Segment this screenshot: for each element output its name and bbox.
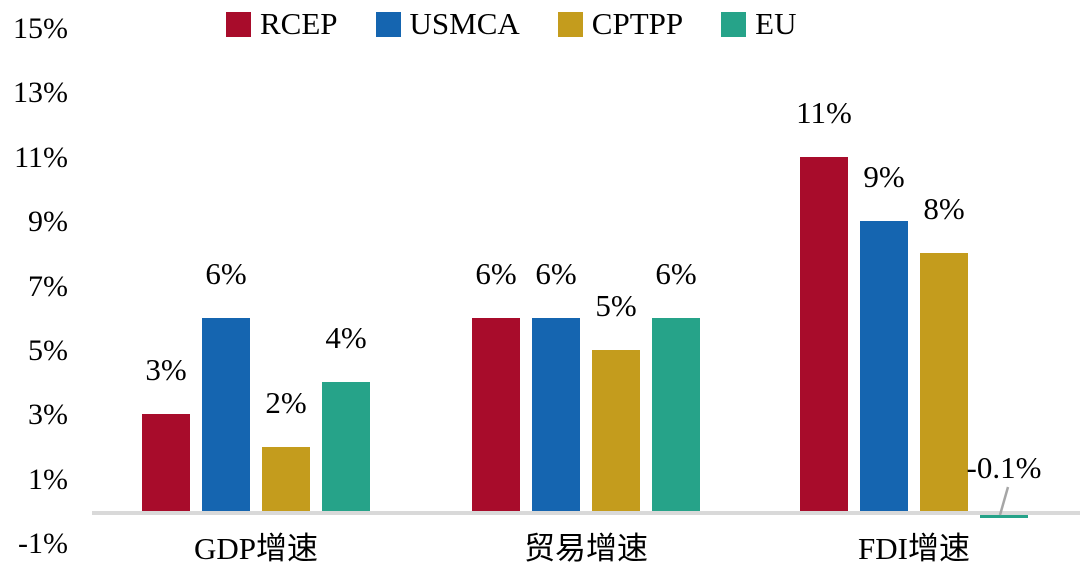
- bar-value-label: -0.1%: [966, 450, 1042, 485]
- y-tick-label: -1%: [18, 527, 68, 561]
- bar-value-label: 6%: [535, 256, 577, 291]
- bar-value-label: 5%: [595, 288, 637, 323]
- bar-cptpp-2: [920, 253, 968, 511]
- x-axis-line: [92, 511, 1080, 515]
- y-tick-label: 3%: [28, 398, 68, 432]
- legend-label: CPTPP: [591, 6, 684, 41]
- legend-label: USMCA: [409, 6, 520, 41]
- y-tick-label: 11%: [14, 140, 68, 174]
- bar-usmca-0: [202, 318, 250, 511]
- bar-cptpp-0: [262, 447, 310, 511]
- bar-value-label: 6%: [655, 256, 697, 291]
- legend-label: RCEP: [260, 6, 338, 41]
- x-category-label: FDI增速: [858, 531, 970, 566]
- bar-eu-2: [980, 515, 1028, 518]
- bar-usmca-1: [532, 318, 580, 511]
- y-tick-label: 9%: [28, 205, 68, 239]
- y-tick-label: 7%: [28, 269, 68, 303]
- bar-value-label: 6%: [205, 256, 247, 291]
- y-tick-label: 13%: [13, 76, 68, 110]
- y-tick-label: 1%: [28, 462, 68, 496]
- bar-rcep-1: [472, 318, 520, 511]
- x-category-label: 贸易增速: [524, 531, 648, 566]
- bar-usmca-2: [860, 221, 908, 511]
- legend-swatch-icon: [557, 11, 583, 37]
- bar-value-label: 6%: [475, 256, 517, 291]
- bar-value-label: 11%: [796, 95, 852, 130]
- legend-swatch-icon: [226, 11, 251, 37]
- bar-value-label: 2%: [265, 385, 307, 420]
- legend-item-eu: EU: [721, 8, 796, 40]
- legend-item-rcep: RCEP: [226, 8, 338, 40]
- legend-swatch-icon: [721, 11, 747, 37]
- bar-cptpp-1: [592, 350, 640, 511]
- legend-item-cptpp: CPTPP: [557, 6, 684, 41]
- bar-value-label: 9%: [863, 159, 905, 194]
- bar-value-label: 8%: [923, 191, 965, 226]
- legend: RCEP USMCA CPTPP EU: [226, 8, 796, 40]
- bar-rcep-0: [142, 414, 190, 511]
- bar-rcep-2: [800, 157, 848, 511]
- y-tick-label: 15%: [13, 12, 68, 45]
- bar-value-label: 3%: [145, 352, 187, 387]
- x-category-label: GDP增速: [193, 531, 318, 566]
- legend-item-usmca: USMCA: [375, 6, 520, 41]
- legend-swatch-icon: [375, 11, 401, 37]
- y-tick-label: 5%: [28, 334, 68, 367]
- bar-eu-1: [652, 318, 700, 511]
- bar-eu-0: [322, 382, 370, 511]
- legend-label: EU: [755, 6, 797, 41]
- bar-value-label: 4%: [325, 320, 367, 355]
